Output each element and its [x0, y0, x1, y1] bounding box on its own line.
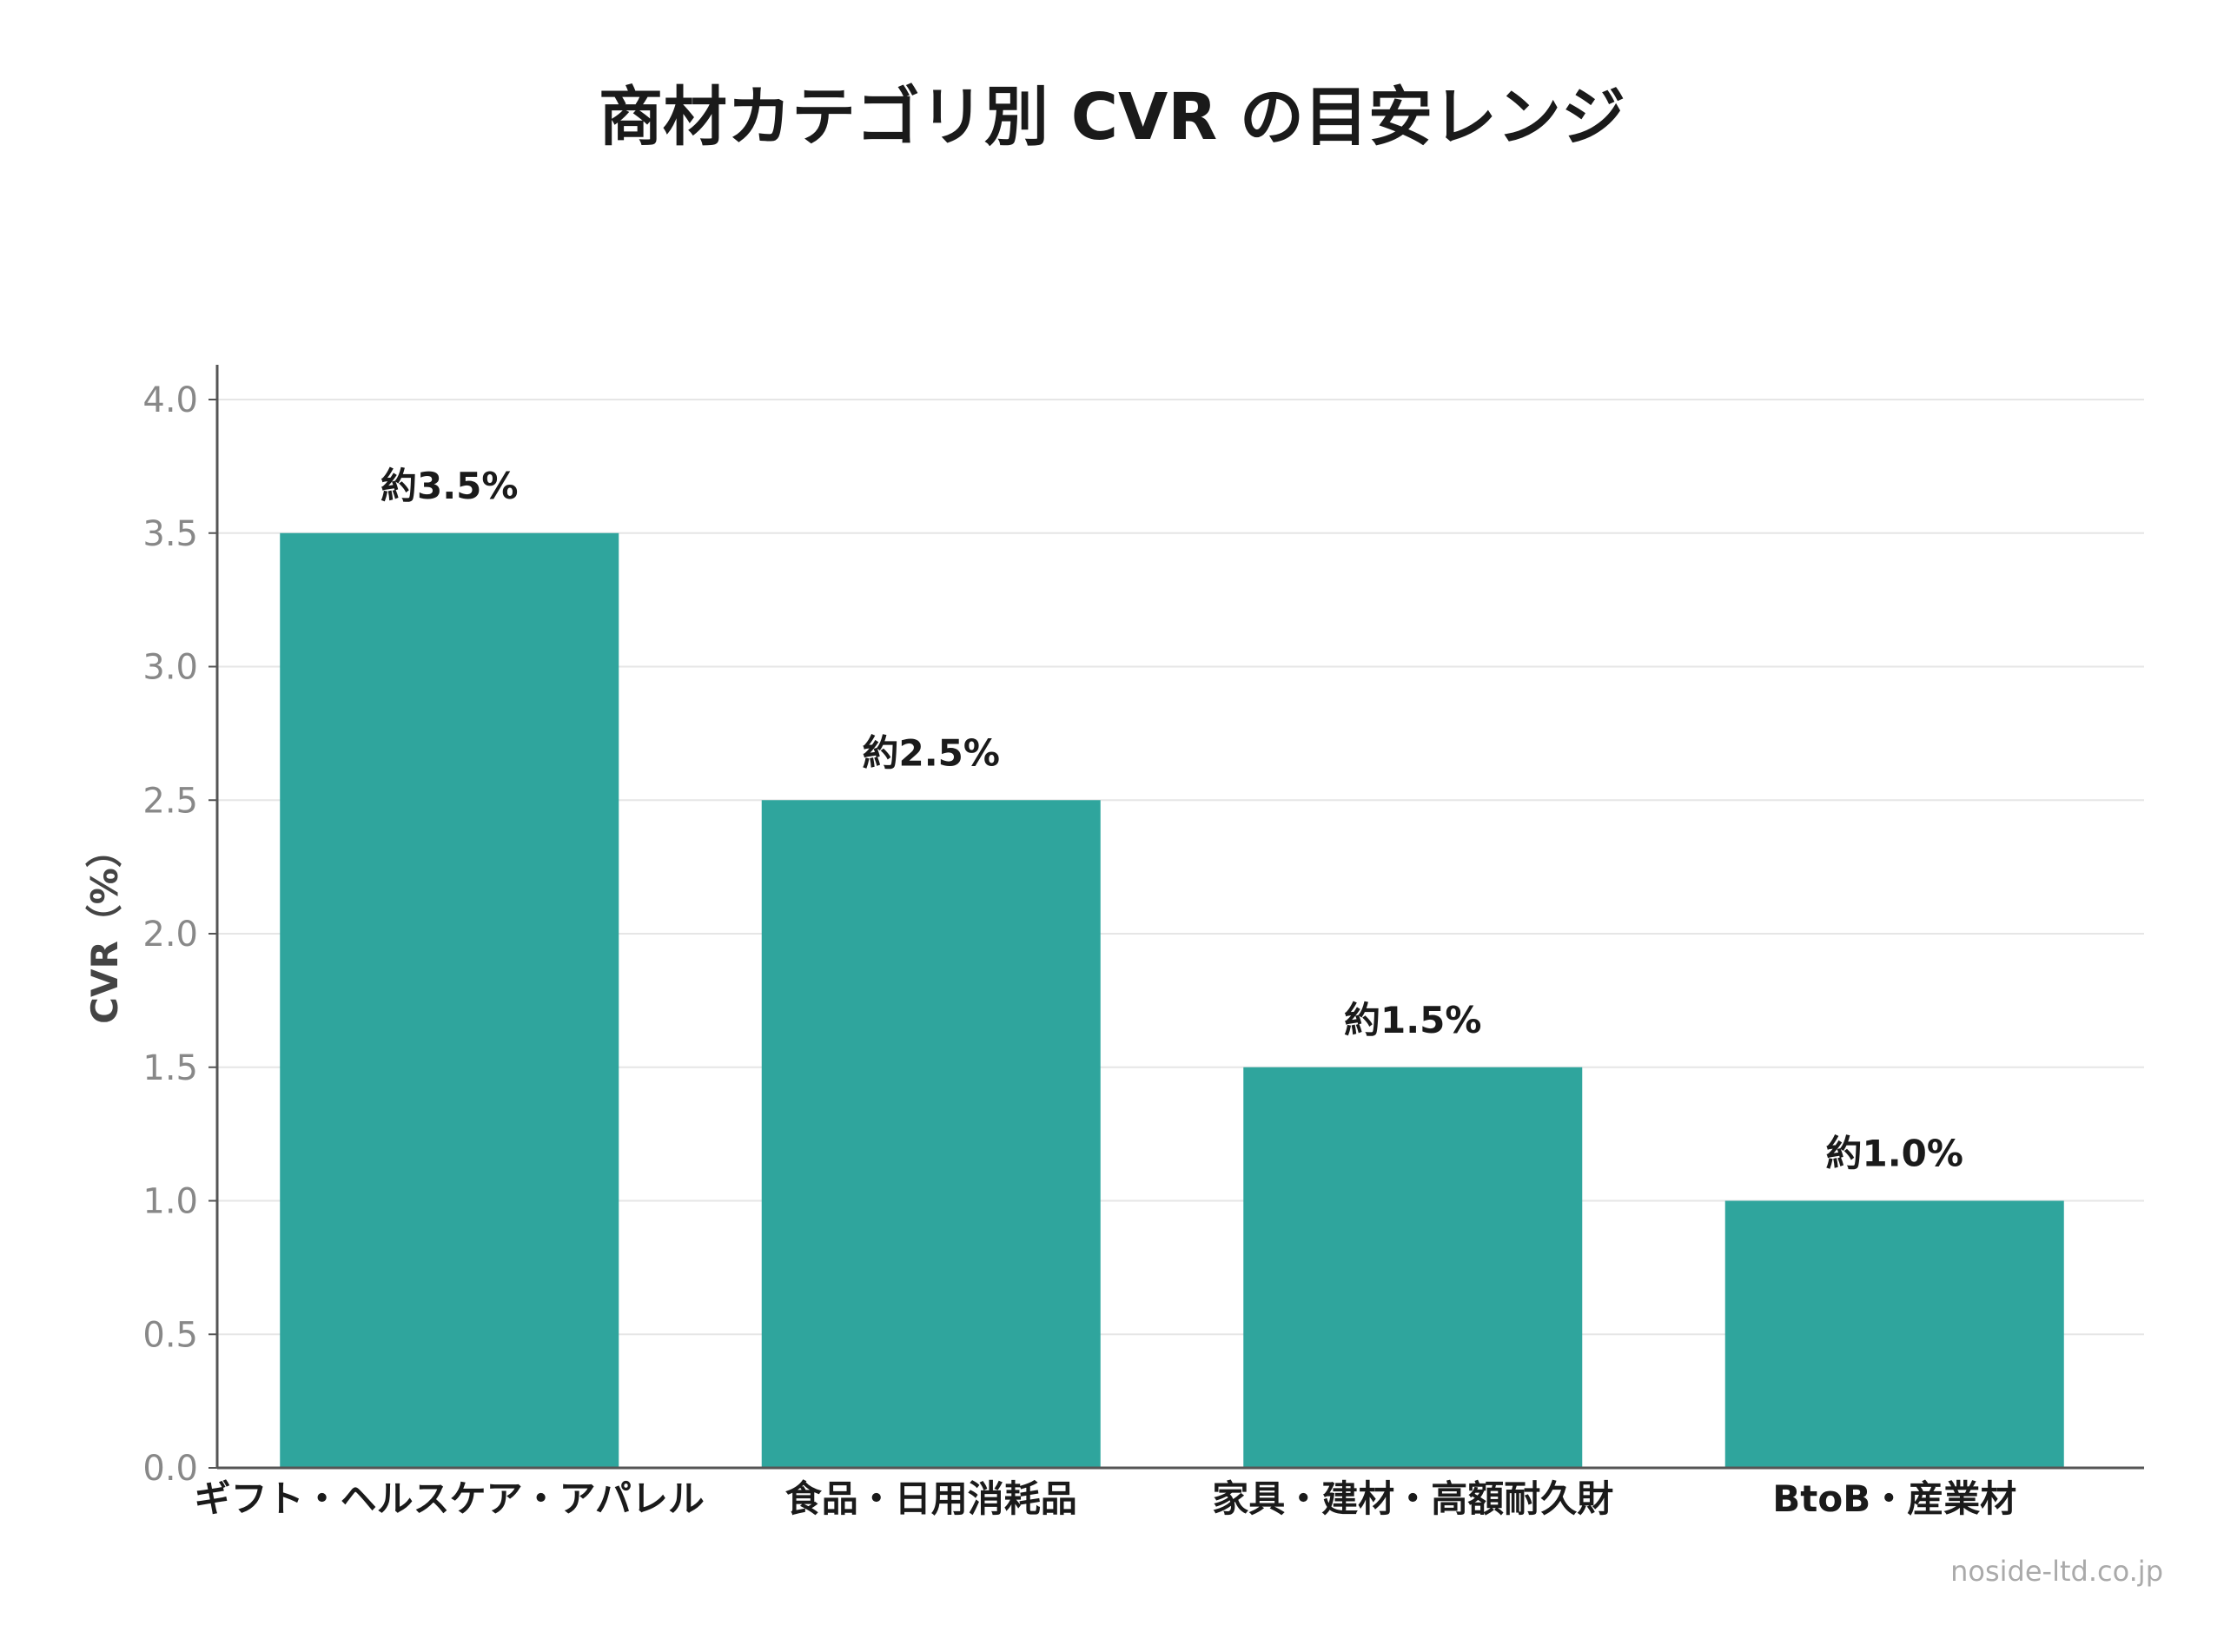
y-tick-label: 2.5 [142, 781, 198, 821]
bar-data-label: 約1.0% [1826, 1133, 1964, 1175]
x-tick-label: 食品・日用消耗品 [785, 1477, 1077, 1520]
bar-data-label: 約1.5% [1344, 999, 1482, 1041]
y-tick-label: 1.0 [142, 1182, 198, 1222]
bar [1243, 1067, 1583, 1468]
x-tick-label: 家具・建材・高額耐久財 [1212, 1477, 1613, 1520]
x-tick-label: BtoB・産業材 [1772, 1477, 2016, 1520]
y-axis-ticks: 0.0 0.5 1.0 1.5 2.0 2.5 3.0 3.5 4.0 [142, 380, 217, 1489]
bar [280, 532, 619, 1468]
watermark-text: noside-ltd.co.jp [1950, 1555, 2163, 1588]
y-tick-label: 3.0 [142, 648, 198, 688]
x-tick-label: ギフト・ヘルスケア・アパレル [195, 1477, 705, 1520]
x-axis-ticks: ギフト・ヘルスケア・アパレル 食品・日用消耗品 家具・建材・高額耐久財 BtoB・産業… [195, 1477, 2017, 1520]
y-tick-label: 1.5 [142, 1048, 198, 1088]
bar-data-labels: 約3.5% 約2.5% 約1.5% 約1.0% [381, 465, 1963, 1175]
y-tick-label: 0.0 [142, 1449, 198, 1489]
chart-title: 商材カテゴリ別 CVR の目安レンジ [599, 80, 1625, 155]
bar [761, 800, 1101, 1468]
y-tick-label: 4.0 [142, 380, 198, 420]
bars [280, 532, 2064, 1468]
y-axis-label: CVR（%） [83, 831, 126, 1024]
bar-data-label: 約2.5% [863, 731, 1001, 774]
bar [1724, 1200, 2064, 1468]
y-tick-label: 3.5 [142, 514, 198, 554]
y-tick-label: 2.0 [142, 915, 198, 955]
y-tick-label: 0.5 [142, 1315, 198, 1355]
bar-data-label: 約3.5% [381, 465, 519, 507]
